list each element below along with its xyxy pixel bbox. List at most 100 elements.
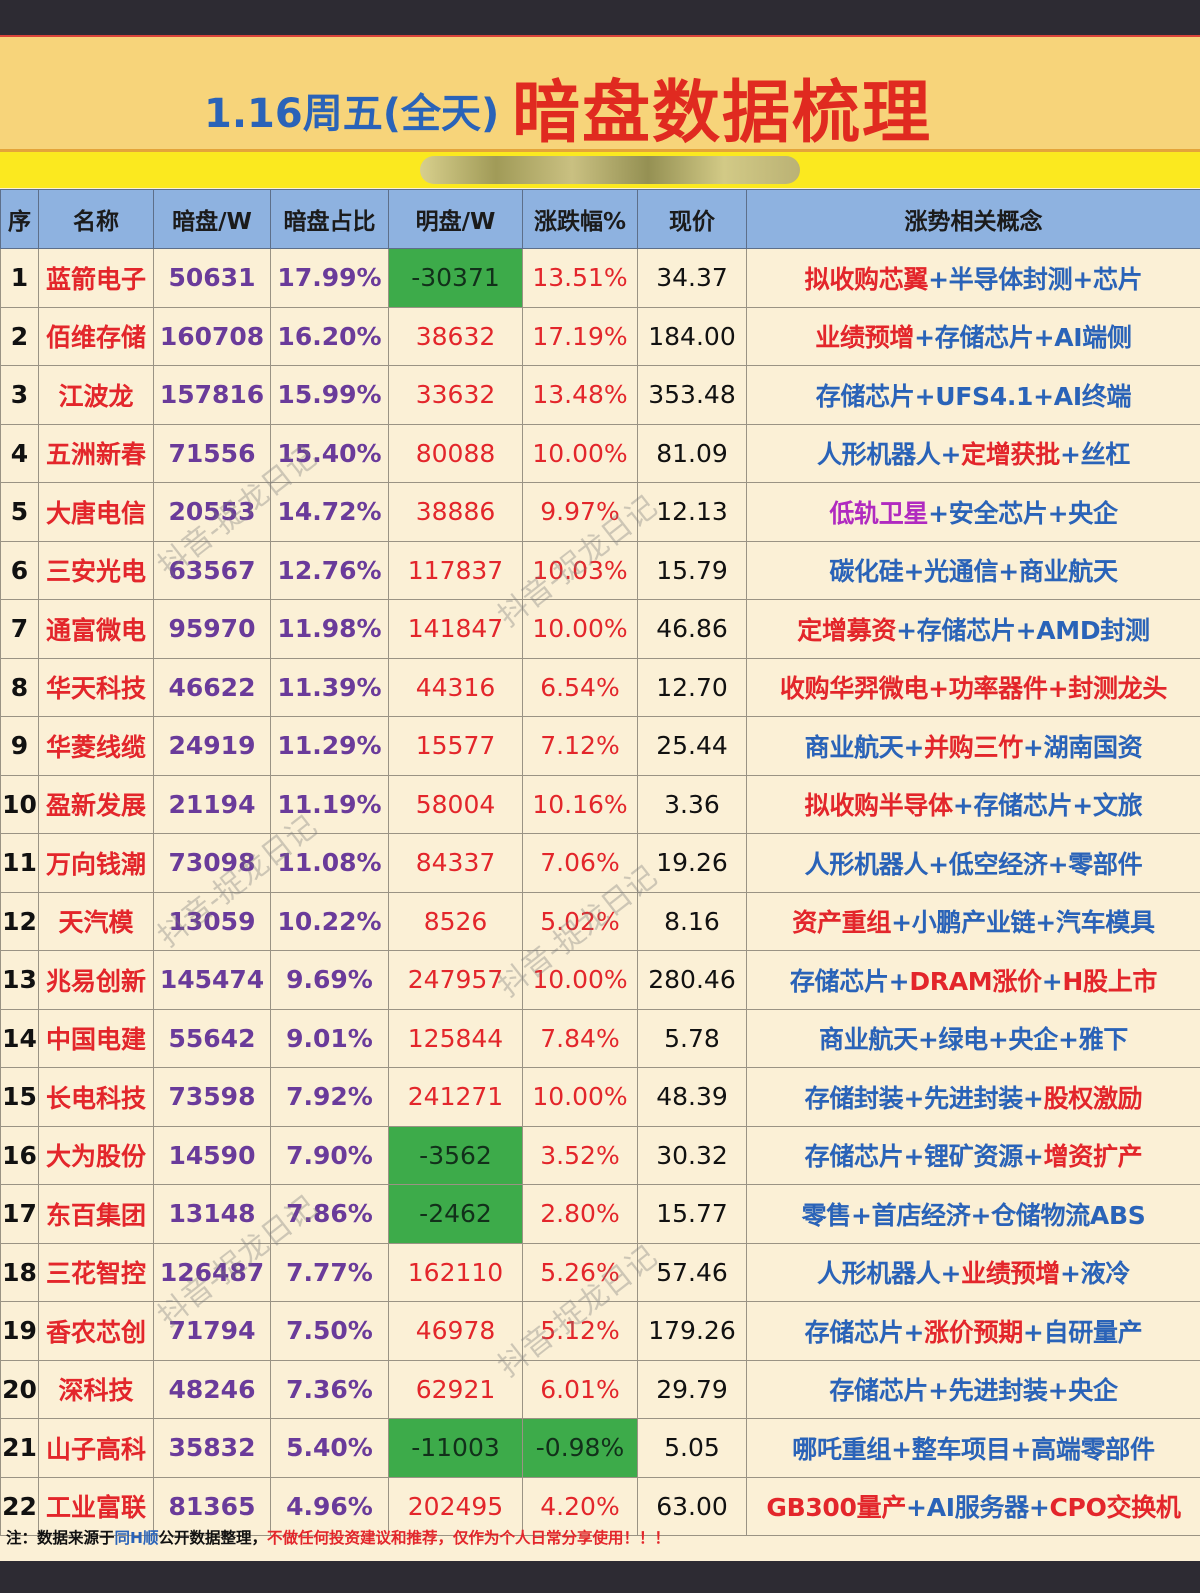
dark-pool-ratio: 7.86%	[270, 1184, 389, 1244]
concepts-cell: 商业航天+并购三竹+湖南国资	[746, 716, 1200, 776]
concept-separator: +	[1072, 791, 1093, 821]
concept-tag: 丝杠	[1080, 440, 1131, 470]
concepts-cell: 业绩预增+存储芯片+AI端侧	[746, 306, 1200, 366]
concept-tag: 零部件	[1068, 849, 1143, 879]
concepts-cell: 低轨卫星+安全芯片+央企	[746, 482, 1200, 542]
concept-tag: 存储芯片	[815, 381, 915, 411]
concept-separator: +	[998, 557, 1019, 587]
concept-separator: +	[928, 264, 949, 294]
note-mid: 公开数据整理，	[158, 1529, 268, 1547]
concept-tag: 人形机器人	[816, 440, 941, 470]
dark-pool-ratio: 14.72%	[270, 482, 389, 542]
open-market-amount: 38632	[388, 306, 523, 366]
concept-separator: +	[903, 732, 925, 762]
stock-name: 深科技	[38, 1359, 154, 1419]
concept-tag: 存储芯片	[973, 791, 1073, 821]
price-change: 10.03%	[522, 540, 638, 600]
concept-tag: 首店经济	[871, 1200, 971, 1230]
concept-tag: 涨价预期	[924, 1317, 1023, 1347]
concept-tag: 央企	[1068, 1376, 1118, 1406]
concept-tag: 商业航天	[1018, 557, 1118, 587]
concept-tag: 拟收购芯翼	[804, 264, 929, 294]
table-row: 4 五洲新春 71556 15.40% 80088 10.00% 81.09 人形机器人+定增…	[0, 423, 1200, 483]
concept-tag: 先进封装	[924, 1083, 1023, 1113]
concept-tag: AI端侧	[1054, 323, 1132, 353]
concept-tag: 定增获批	[961, 440, 1060, 470]
concept-separator: +	[952, 791, 974, 821]
table-row: 8 华天科技 46622 11.39% 44316 6.54% 12.70 收购华羿微电+功率…	[0, 657, 1200, 717]
stock-name: 长电科技	[38, 1067, 154, 1127]
row-index: 11	[0, 833, 39, 893]
concepts-cell: 人形机器人+定增获批+丝杠	[746, 423, 1200, 483]
dark-pool-table: 序 名称 暗盘/W 暗盘占比 明盘/W 涨跌幅% 现价 涨势相关概念 1 蓝箭电子…	[0, 189, 1200, 1536]
current-price: 5.05	[637, 1418, 747, 1478]
concept-tag: 央企	[1008, 1025, 1059, 1055]
row-index: 16	[0, 1125, 39, 1185]
open-market-amount: -30371	[388, 248, 523, 308]
dark-pool-amount: 48246	[153, 1359, 271, 1419]
header-name: 名称	[38, 189, 154, 249]
dark-pool-ratio: 16.20%	[270, 306, 389, 366]
open-market-amount: 62921	[388, 1359, 523, 1419]
stock-name: 中国电建	[38, 1008, 154, 1068]
concept-tag: 汽车模具	[1055, 908, 1155, 938]
dark-pool-ratio: 11.29%	[270, 716, 389, 776]
current-price: 5.78	[637, 1008, 747, 1068]
row-index: 1	[0, 248, 39, 308]
concepts-cell: 人形机器人+业绩预增+液冷	[746, 1242, 1200, 1302]
row-index: 5	[0, 482, 39, 542]
concept-tag: AMD封测	[1036, 615, 1150, 645]
concept-tag: 商业航天	[804, 732, 904, 762]
footnote: 注：数据来源于同H顺公开数据整理，不做任何投资建议和推荐，仅作为个人日常分享使用…	[6, 1523, 1196, 1553]
price-change: 9.97%	[522, 482, 638, 542]
price-change: 7.12%	[522, 716, 638, 776]
dark-pool-amount: 35832	[153, 1418, 271, 1478]
open-market-amount: 141847	[388, 599, 523, 659]
concept-separator: +	[1022, 1083, 1044, 1113]
concept-tag: 文旅	[1092, 791, 1143, 821]
stock-name: 华天科技	[38, 657, 154, 717]
concept-separator: +	[1015, 615, 1037, 645]
stock-name: 蓝箭电子	[38, 248, 154, 308]
header-ratio: 暗盘占比	[270, 189, 389, 249]
table-row: 5 大唐电信 20553 14.72% 38886 9.97% 12.13 低轨卫星+安全芯片…	[0, 482, 1200, 542]
current-price: 12.70	[637, 657, 747, 717]
header-row: 序 名称 暗盘/W 暗盘占比 明盘/W 涨跌幅% 现价 涨势相关概念	[0, 189, 1200, 249]
concepts-cell: 定增募资+存储芯片+AMD封测	[746, 599, 1200, 659]
concept-separator: +	[1057, 1025, 1079, 1055]
table-row: 13 兆易创新 145474 9.69% 247957 10.00% 280.46 存储芯片+…	[0, 950, 1200, 1010]
concept-separator: +	[903, 1142, 925, 1172]
row-index: 14	[0, 1008, 39, 1068]
row-index: 12	[0, 891, 39, 951]
header-price: 现价	[637, 189, 747, 249]
concept-separator: +	[903, 557, 925, 587]
row-index: 2	[0, 306, 39, 366]
stock-name: 东百集团	[38, 1184, 154, 1244]
concept-tag: GB300量产	[766, 1493, 907, 1523]
dark-pool-ratio: 9.69%	[270, 950, 389, 1010]
concept-tag: 自研量产	[1043, 1317, 1143, 1347]
dark-pool-amount: 95970	[153, 599, 271, 659]
concept-tag: 低空经济	[948, 849, 1048, 879]
open-market-amount: -2462	[388, 1184, 523, 1244]
price-change: 10.16%	[522, 774, 638, 834]
row-index: 6	[0, 540, 39, 600]
concept-separator: +	[1047, 1376, 1069, 1406]
current-price: 30.32	[637, 1125, 747, 1185]
row-index: 13	[0, 950, 39, 1010]
dark-pool-amount: 46622	[153, 657, 271, 717]
concept-separator: +	[1047, 498, 1069, 528]
concept-tag: 存储芯片	[934, 323, 1034, 353]
dark-pool-amount: 14590	[153, 1125, 271, 1185]
concepts-cell: 哪吒重组+整车项目+高端零部件	[746, 1418, 1200, 1478]
open-market-amount: 80088	[388, 423, 523, 483]
dark-pool-ratio: 9.01%	[270, 1008, 389, 1068]
dark-pool-ratio: 7.77%	[270, 1242, 389, 1302]
table-row: 18 三花智控 126487 7.77% 162110 5.26% 57.46 人形机器人+业…	[0, 1242, 1200, 1302]
dark-pool-amount: 55642	[153, 1008, 271, 1068]
concept-separator: +	[1028, 1493, 1050, 1523]
concepts-cell: 存储封装+先进封装+股权激励	[746, 1067, 1200, 1127]
concept-separator: +	[928, 849, 949, 879]
table-row: 16 大为股份 14590 7.90% -3562 3.52% 30.32 存储芯片+锂矿资源…	[0, 1125, 1200, 1185]
note-source: 同H顺	[114, 1529, 159, 1547]
